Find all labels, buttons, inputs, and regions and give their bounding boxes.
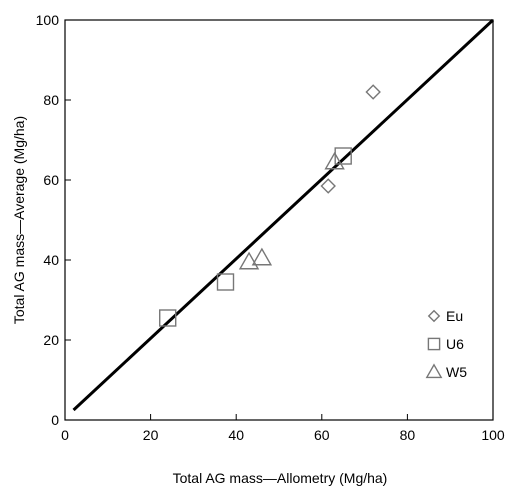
y-axis-title: Total AG mass—Average (Mg/ha) <box>11 116 27 324</box>
legend-marker-u6 <box>427 337 441 351</box>
y-tick-label: 20 <box>43 332 59 348</box>
x-tick-label: 100 <box>481 427 505 443</box>
x-tick-label: 80 <box>400 427 416 443</box>
plot-area: 0 20 40 60 80 100 0 20 40 60 80 100 <box>36 12 505 443</box>
legend-label-u6: U6 <box>446 336 464 352</box>
data-point-u6 <box>334 147 352 165</box>
data-point-w5 <box>324 151 345 170</box>
data-point-w5 <box>251 247 273 266</box>
data-point-w5 <box>238 251 260 270</box>
y-tick-label: 0 <box>51 412 59 428</box>
x-tick-label: 40 <box>228 427 244 443</box>
legend-marker-eu <box>427 309 441 323</box>
data-point-u6 <box>159 309 177 327</box>
legend-marker-w5 <box>425 363 443 379</box>
x-tick-label: 60 <box>314 427 330 443</box>
legend-label-eu: Eu <box>446 308 463 324</box>
legend-label-w5: W5 <box>446 364 467 380</box>
reference-line <box>72 18 495 412</box>
data-point-u6 <box>216 273 235 291</box>
legend: Eu U6 W5 <box>425 308 467 380</box>
y-tick-label: 80 <box>43 92 59 108</box>
data-point-eu <box>320 178 336 194</box>
x-axis-title: Total AG mass—Allometry (Mg/ha) <box>173 470 388 486</box>
plot-frame <box>64 19 494 421</box>
y-tick-label: 100 <box>36 12 60 28</box>
x-tick-label: 20 <box>143 427 159 443</box>
x-tick-label: 0 <box>61 427 69 443</box>
data-point-eu <box>365 84 381 100</box>
y-tick-label: 60 <box>43 172 59 188</box>
y-tick-label: 40 <box>43 252 59 268</box>
